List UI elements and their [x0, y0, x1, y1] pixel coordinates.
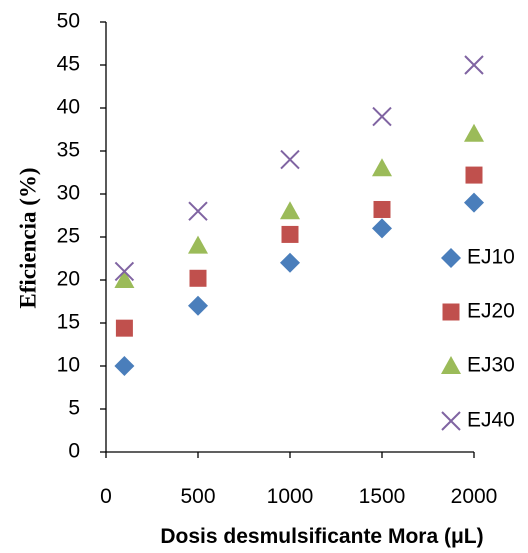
- point-ej40: [114, 261, 135, 282]
- y-tick-label: 15: [57, 311, 80, 334]
- x-tick-label: 0: [100, 485, 112, 508]
- x-tick-label: 500: [180, 485, 215, 508]
- y-tick-label: 25: [57, 225, 80, 248]
- y-tick-label: 35: [57, 139, 80, 162]
- point-ej20: [373, 200, 391, 218]
- point-ej40: [188, 201, 208, 221]
- y-tick-label: 50: [57, 10, 80, 33]
- point-ej20: [281, 225, 299, 243]
- y-tick-label: 45: [57, 53, 80, 76]
- legend-marker-ej10: [441, 248, 461, 268]
- point-ej10: [464, 192, 484, 213]
- legend-label-ej30: EJ30: [467, 354, 515, 377]
- y-tick-label: 20: [57, 268, 80, 291]
- x-ticks: 0 500 1000 1500 2000: [100, 452, 497, 508]
- point-ej30: [114, 270, 135, 288]
- legend: EJ10 EJ20 EJ30 EJ40: [441, 246, 515, 432]
- point-ej10: [114, 356, 135, 376]
- x-tick-label: 2000: [451, 485, 498, 508]
- point-ej30: [280, 201, 300, 220]
- point-ej40: [372, 106, 392, 127]
- y-ticks: 0 5 10 15 20 25 30 35 40 45 50: [57, 10, 106, 463]
- legend-label-ej40: EJ40: [467, 409, 515, 432]
- y-tick-label: 10: [57, 354, 80, 377]
- y-tick-label: 40: [57, 96, 80, 119]
- point-ej30: [372, 158, 392, 177]
- point-ej10: [280, 252, 300, 273]
- y-tick-label: 30: [57, 182, 80, 205]
- point-ej40: [464, 55, 484, 75]
- legend-marker-ej30: [441, 356, 461, 374]
- legend-marker-ej20: [442, 303, 460, 321]
- y-tick-label: 0: [68, 440, 80, 463]
- point-ej20: [465, 166, 483, 184]
- legend-label-ej10: EJ10: [467, 246, 515, 269]
- point-ej20: [115, 319, 133, 337]
- x-tick-label: 1000: [267, 485, 314, 508]
- x-tick-label: 1500: [359, 485, 406, 508]
- point-ej30: [464, 123, 484, 142]
- y-tick-label: 5: [68, 397, 80, 420]
- x-axis-label: Dosis desmulsificante Mora (μL): [160, 525, 483, 548]
- point-ej20: [189, 269, 207, 287]
- point-ej30: [188, 235, 208, 254]
- point-ej10: [188, 295, 208, 316]
- data-points: [114, 55, 484, 376]
- y-axis-label: Eficiencia (%): [15, 167, 40, 308]
- legend-marker-ej40: [441, 411, 461, 431]
- legend-label-ej20: EJ20: [467, 300, 515, 323]
- point-ej40: [280, 149, 300, 170]
- point-ej10: [372, 218, 392, 239]
